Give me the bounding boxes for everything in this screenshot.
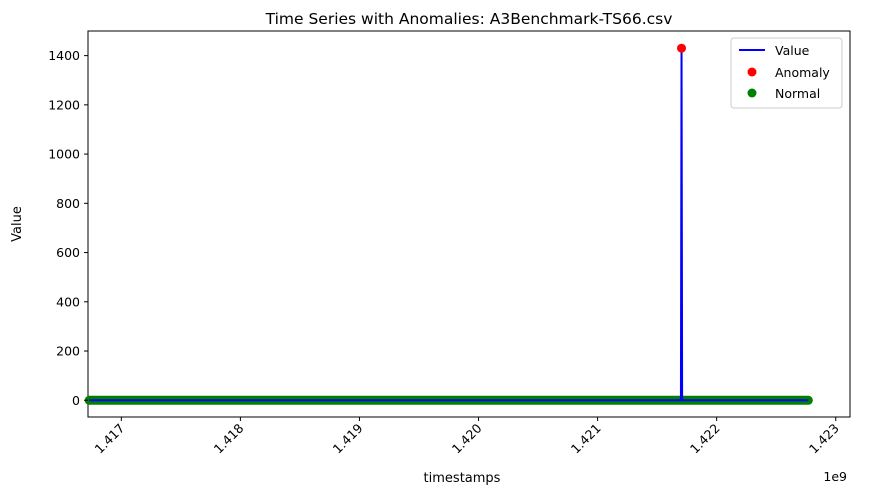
anomaly-point (677, 43, 687, 53)
x-tick-label: 1.422 (687, 421, 723, 457)
x-tick-label: 1.423 (806, 421, 842, 457)
legend-anomaly-swatch (747, 67, 757, 77)
legend-value-label: Value (775, 43, 810, 58)
plot-frame (87, 30, 851, 418)
y-tick-label: 200 (56, 344, 80, 359)
x-tick-label: 1.420 (449, 420, 485, 456)
y-tick-label: 1000 (48, 147, 80, 162)
x-axis-label: timestamps (424, 471, 501, 486)
y-ticks: 0 200 400 600 800 1000 1200 1400 (48, 48, 88, 408)
plot-area (84, 30, 851, 418)
x-offset-label: 1e9 (823, 469, 847, 484)
x-ticks: 1.417 1.418 1.419 1.420 1.421 1.422 1.423 (92, 417, 842, 456)
legend-anomaly-label: Anomaly (775, 65, 830, 80)
y-tick-label: 1400 (48, 48, 80, 63)
x-tick-label: 1.419 (330, 420, 366, 456)
legend-normal-swatch (747, 88, 757, 98)
x-tick-label: 1.421 (568, 421, 604, 457)
y-tick-label: 400 (56, 294, 80, 309)
legend: Value Anomaly Normal (730, 37, 843, 109)
chart-title: Time Series with Anomalies: A3Benchmark-… (265, 10, 673, 28)
y-axis-label: Value (10, 206, 25, 242)
y-tick-label: 600 (56, 245, 80, 260)
legend-box (730, 37, 843, 109)
y-tick-label: 1200 (48, 97, 80, 112)
value-series-line (89, 48, 809, 402)
legend-normal-label: Normal (775, 86, 820, 101)
x-tick-label: 1.417 (92, 421, 128, 457)
y-tick-label: 0 (72, 393, 80, 408)
x-tick-label: 1.418 (211, 420, 247, 456)
y-tick-label: 800 (56, 196, 80, 211)
